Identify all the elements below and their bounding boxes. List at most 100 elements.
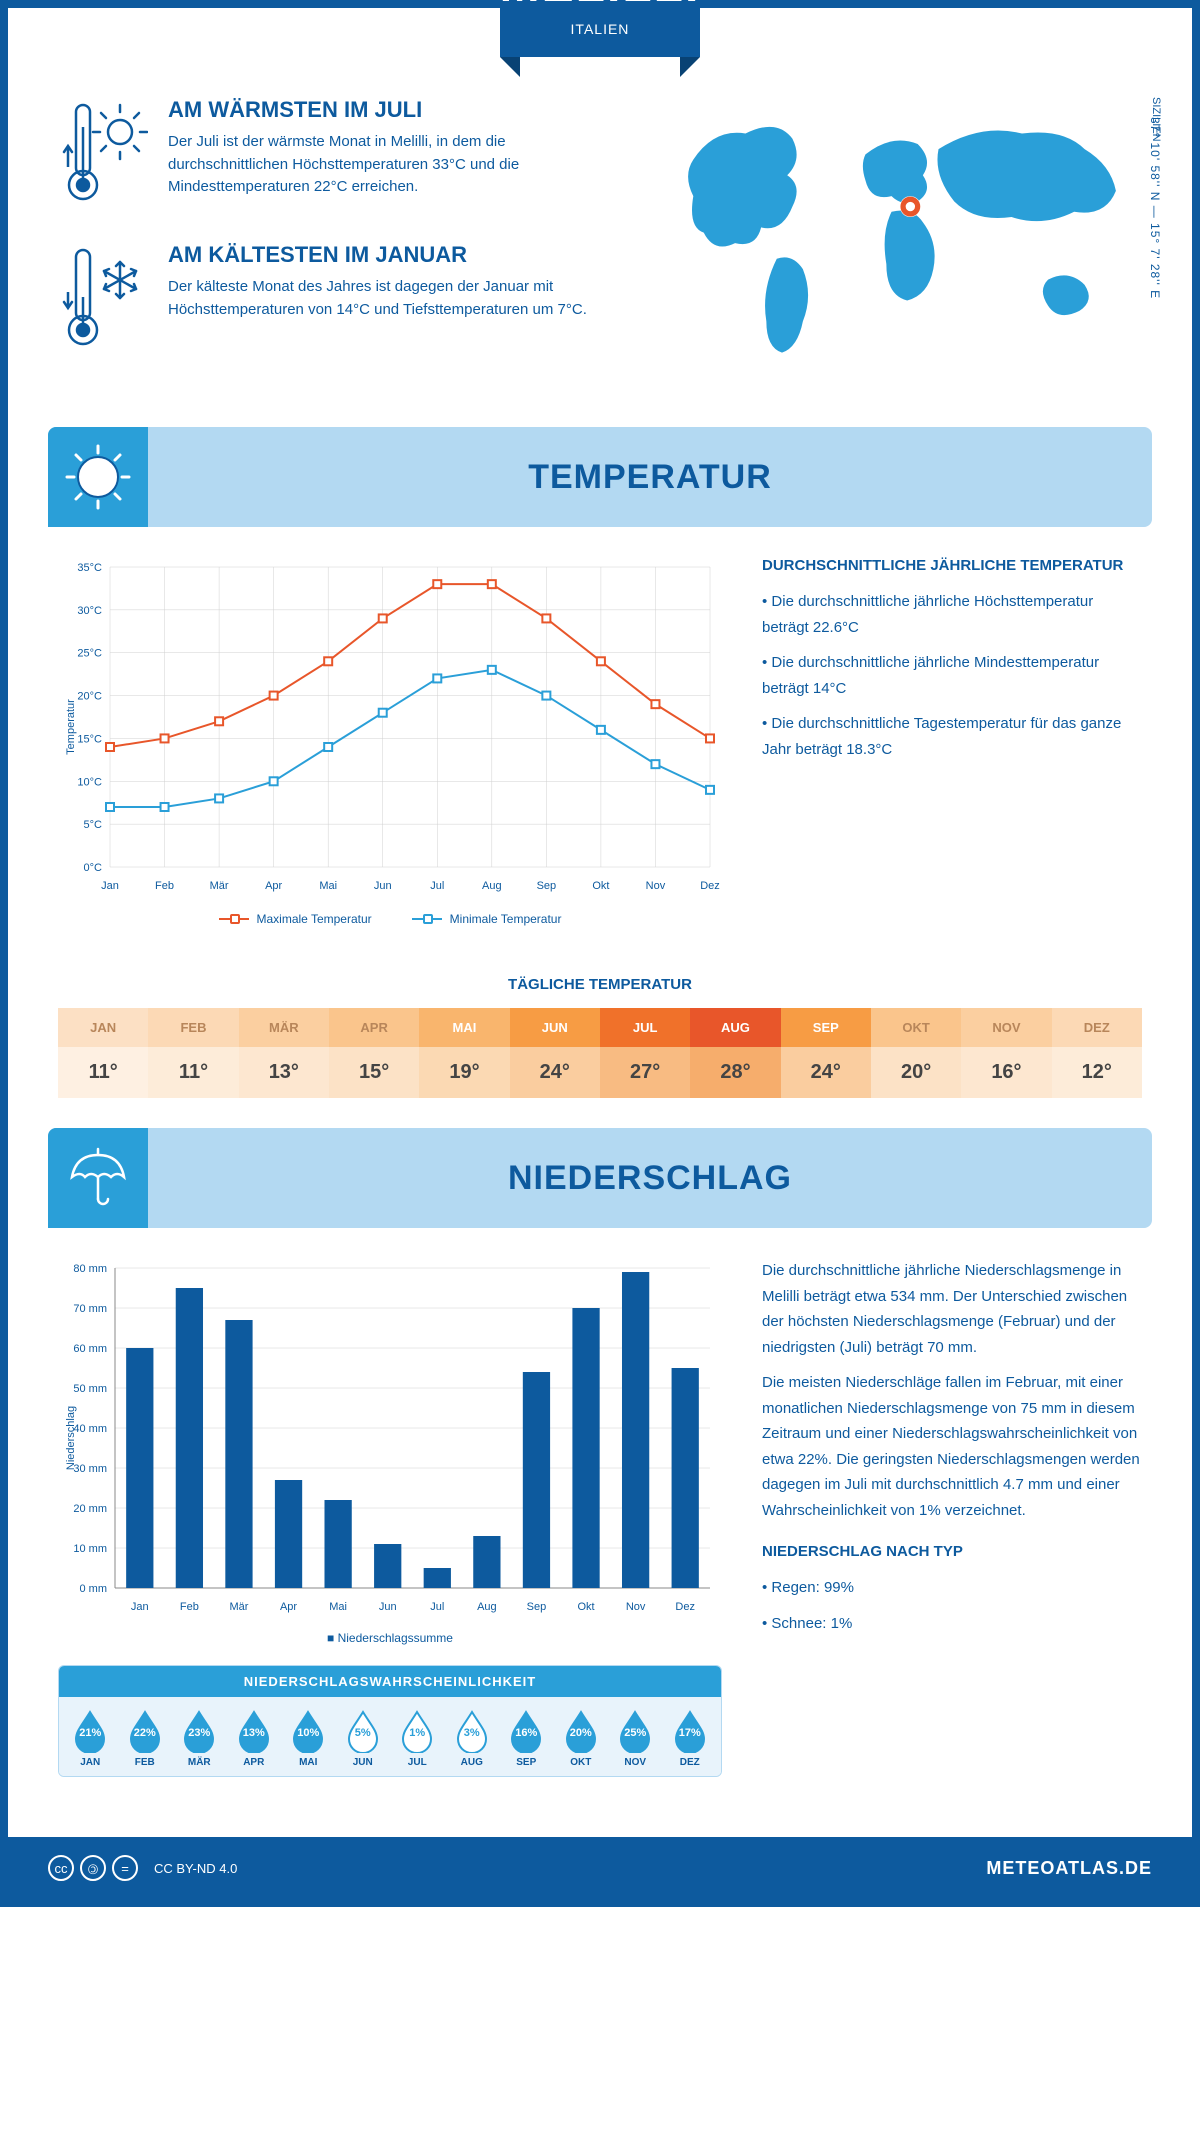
svg-text:Jun: Jun [374, 880, 392, 892]
svg-text:Jul: Jul [430, 880, 444, 892]
svg-text:Mär: Mär [229, 1601, 248, 1613]
svg-text:20°C: 20°C [77, 691, 102, 703]
temp-cell: NOV16° [961, 1008, 1051, 1098]
temp-info-heading: DURCHSCHNITTLICHE JÄHRLICHE TEMPERATUR [762, 557, 1142, 574]
thermometer-sun-icon [58, 97, 148, 212]
precipitation-bar-chart: 0 mm10 mm20 mm30 mm40 mm50 mm60 mm70 mm8… [58, 1258, 722, 1618]
title-banner: MELILLI ITALIEN [500, 0, 701, 57]
temp-cell: JUL27° [600, 1008, 690, 1098]
warmest-text: Der Juli ist der wärmste Monat in Melill… [168, 131, 622, 199]
temp-cell: AUG28° [690, 1008, 780, 1098]
prob-heading: NIEDERSCHLAGSWAHRSCHEINLICHKEIT [59, 1666, 721, 1697]
svg-text:20 mm: 20 mm [73, 1503, 107, 1515]
temp-bullet-1: • Die durchschnittliche jährliche Mindes… [762, 650, 1142, 701]
svg-text:Dez: Dez [675, 1601, 695, 1613]
svg-text:Niederschlag: Niederschlag [65, 1406, 77, 1470]
temperature-line-chart: 0°C 5°C 10°C 15°C 20°C 25°C 30°C 35°C Jan Feb Mär A… [58, 557, 722, 897]
coldest-fact: AM KÄLTESTEN IM JANUAR Der kälteste Mona… [58, 242, 622, 357]
temp-cell: DEZ12° [1052, 1008, 1142, 1098]
svg-text:Okt: Okt [577, 1601, 594, 1613]
temp-cell: JUN24° [510, 1008, 600, 1098]
svg-text:Feb: Feb [180, 1601, 199, 1613]
svg-text:0 mm: 0 mm [80, 1583, 108, 1595]
svg-text:60 mm: 60 mm [73, 1343, 107, 1355]
svg-text:Dez: Dez [700, 880, 720, 892]
svg-text:35°C: 35°C [77, 562, 102, 574]
svg-text:Feb: Feb [155, 880, 174, 892]
prob-cell: 10%MAI [281, 1709, 336, 1768]
prob-cell: 3%AUG [445, 1709, 500, 1768]
svg-text:5°C: 5°C [84, 819, 103, 831]
wind-icon-left [48, 0, 148, 8]
precip-rain: • Regen: 99% [762, 1575, 1142, 1601]
sun-icon [48, 427, 148, 527]
svg-text:Jan: Jan [131, 1601, 149, 1613]
svg-text:Okt: Okt [592, 880, 609, 892]
svg-text:10°C: 10°C [77, 776, 102, 788]
svg-text:0°C: 0°C [84, 862, 103, 874]
svg-text:Jun: Jun [379, 1601, 397, 1613]
thermometer-snow-icon [58, 242, 148, 357]
legend-min-label: Minimale Temperatur [450, 912, 562, 926]
precip-para-1: Die durchschnittliche jährliche Niedersc… [762, 1258, 1142, 1360]
legend-max-label: Maximale Temperatur [257, 912, 372, 926]
prob-cell: 23%MÄR [172, 1709, 227, 1768]
precipitation-heading: NIEDERSCHLAG [148, 1159, 1152, 1198]
svg-text:30°C: 30°C [77, 605, 102, 617]
svg-text:40 mm: 40 mm [73, 1423, 107, 1435]
svg-text:Sep: Sep [537, 880, 557, 892]
daily-temperature-grid: JAN11°FEB11°MÄR13°APR15°MAI19°JUN24°JUL2… [58, 1008, 1142, 1098]
svg-text:30 mm: 30 mm [73, 1463, 107, 1475]
svg-text:Apr: Apr [280, 1601, 297, 1613]
svg-text:Mär: Mär [210, 880, 229, 892]
warmest-title: AM WÄRMSTEN IM JULI [168, 97, 622, 123]
warmest-fact: AM WÄRMSTEN IM JULI Der Juli ist der wär… [58, 97, 622, 212]
license-text: CC BY-ND 4.0 [154, 1861, 237, 1876]
temperature-legend: Maximale Temperatur Minimale Temperatur [58, 912, 722, 926]
svg-text:10 mm: 10 mm [73, 1543, 107, 1555]
precip-type-heading: NIEDERSCHLAG NACH TYP [762, 1543, 1142, 1560]
svg-text:Aug: Aug [477, 1601, 497, 1613]
precipitation-probability-box: NIEDERSCHLAGSWAHRSCHEINLICHKEIT 21%JAN22… [58, 1665, 722, 1777]
prob-cell: 17%DEZ [663, 1709, 718, 1768]
precip-para-2: Die meisten Niederschläge fallen im Febr… [762, 1370, 1142, 1523]
svg-text:Jul: Jul [430, 1601, 444, 1613]
prob-cell: 25%NOV [608, 1709, 663, 1768]
svg-text:Nov: Nov [626, 1601, 646, 1613]
svg-text:15°C: 15°C [77, 733, 102, 745]
svg-text:Temperatur: Temperatur [65, 699, 77, 755]
temperature-heading: TEMPERATUR [148, 458, 1152, 497]
city-name: MELILLI [500, 0, 701, 13]
svg-text:Jan: Jan [101, 880, 119, 892]
coldest-text: Der kälteste Monat des Jahres ist dagege… [168, 276, 622, 321]
country-name: ITALIEN [500, 21, 701, 37]
wind-icon-right [1052, 0, 1152, 8]
temp-bullet-0: • Die durchschnittliche jährliche Höchst… [762, 589, 1142, 640]
prob-cell: 1%JUL [390, 1709, 445, 1768]
svg-text:Mai: Mai [329, 1601, 347, 1613]
license-icons: cc🄯= CC BY-ND 4.0 [48, 1855, 237, 1881]
temp-cell: SEP24° [781, 1008, 871, 1098]
prob-cell: 21%JAN [63, 1709, 118, 1768]
prob-cell: 5%JUN [336, 1709, 391, 1768]
precipitation-section-header: NIEDERSCHLAG [48, 1128, 1152, 1228]
temp-cell: FEB11° [148, 1008, 238, 1098]
prob-cell: 16%SEP [499, 1709, 554, 1768]
coordinates: 37° 10' 58'' N — 15° 7' 28'' E [1148, 117, 1162, 299]
prob-cell: 20%OKT [554, 1709, 609, 1768]
temp-cell: APR15° [329, 1008, 419, 1098]
svg-text:80 mm: 80 mm [73, 1263, 107, 1275]
umbrella-icon [48, 1128, 148, 1228]
temp-bullet-2: • Die durchschnittliche Tagestemperatur … [762, 711, 1142, 762]
temp-cell: MAI19° [419, 1008, 509, 1098]
svg-text:25°C: 25°C [77, 648, 102, 660]
coldest-title: AM KÄLTESTEN IM JANUAR [168, 242, 622, 268]
svg-text:70 mm: 70 mm [73, 1303, 107, 1315]
brand: METEOATLAS.DE [986, 1858, 1152, 1879]
svg-text:Mai: Mai [319, 880, 337, 892]
svg-text:Nov: Nov [646, 880, 666, 892]
temp-cell: JAN11° [58, 1008, 148, 1098]
precip-legend: Niederschlagssumme [58, 1631, 722, 1645]
svg-text:Aug: Aug [482, 880, 502, 892]
daily-temp-title: TÄGLICHE TEMPERATUR [8, 976, 1192, 993]
